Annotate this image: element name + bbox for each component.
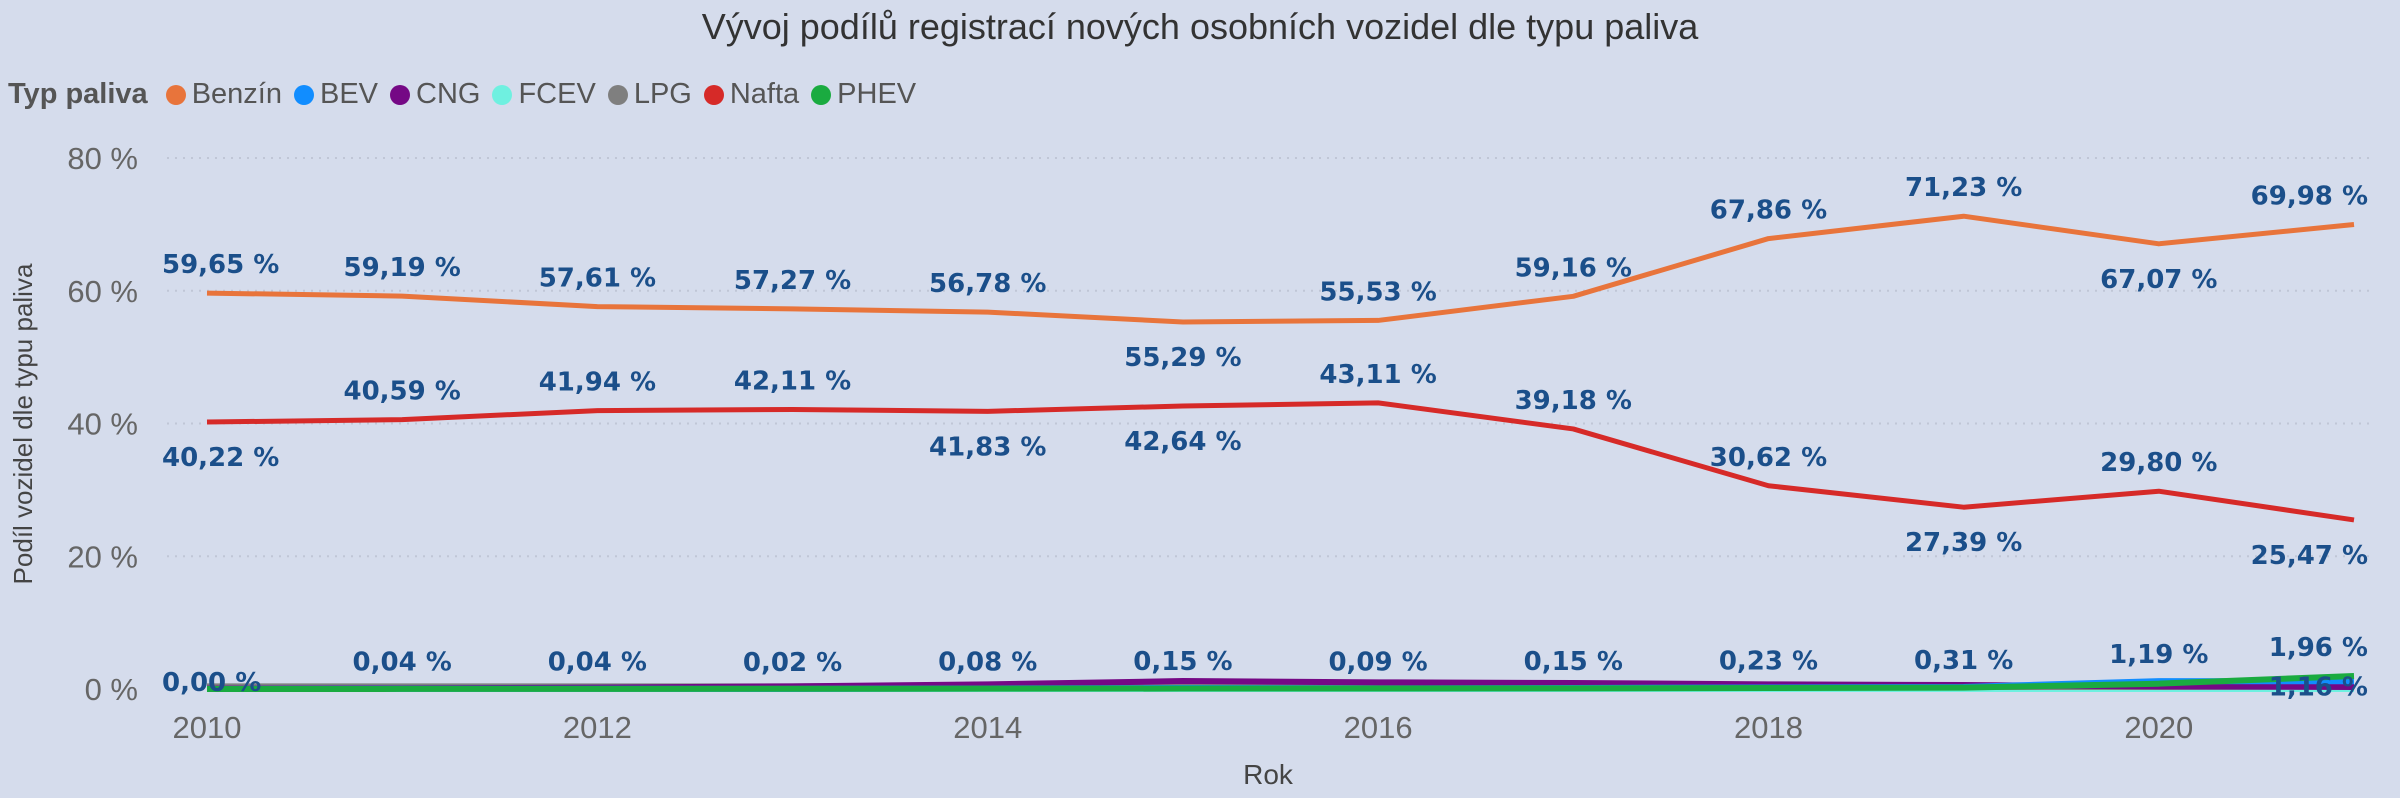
data-label: 43,11 % [1319,360,1436,390]
data-label: 41,94 % [539,368,656,398]
data-label: 1,96 % [2269,633,2368,663]
legend-item[interactable]: PHEV [811,78,916,111]
data-label: 30,62 % [1710,443,1827,473]
data-label: 42,64 % [1124,427,1241,457]
legend-label: CNG [416,78,481,110]
legend-dot-icon [492,84,513,105]
legend-item[interactable]: LPG [607,78,692,111]
legend-label: Nafta [729,78,800,110]
data-label: 0,04 % [548,648,647,678]
data-label: 0,15 % [1133,647,1232,677]
data-label: 29,80 % [2100,448,2217,478]
chart-title: Vývoj podílů registrací nových osobních … [701,6,1699,47]
data-label: 27,39 % [1905,528,2022,558]
y-axis-title: Podíl vozidel dle typu paliva [8,263,38,584]
x-tick-label: 2012 [563,710,632,745]
y-tick-label: 20 % [67,539,138,574]
y-tick-label: 0 % [85,672,138,707]
data-label: 0,08 % [938,647,1037,677]
legend: Typ paliva Benzín BEV CNG FCEV LPG Nafta PHEV [8,78,928,111]
legend-label: LPG [633,78,692,110]
x-tick-label: 2020 [2124,710,2193,745]
legend-item[interactable]: BEV [293,78,379,111]
x-tick-label: 2018 [1734,710,1803,745]
data-label: 59,16 % [1515,253,1632,283]
x-tick-label: 2014 [953,710,1022,745]
data-label: 42,11 % [734,366,851,396]
x-tick-label: 2016 [1344,710,1413,745]
data-label: 56,78 % [929,269,1046,299]
legend-item[interactable]: Nafta [703,78,800,111]
y-tick-label: 60 % [67,274,138,309]
x-axis-title: Rok [1243,759,1294,790]
legend-item[interactable]: FCEV [492,78,596,111]
data-label: 0,31 % [1914,646,2013,676]
data-label: 55,29 % [1124,343,1241,373]
data-label: 0,09 % [1328,647,1427,677]
data-label: 0,02 % [743,648,842,678]
data-label: 57,27 % [734,266,851,296]
legend-dot-icon [165,84,186,105]
legend-item[interactable]: CNG [390,78,480,111]
data-label: 71,23 % [1905,173,2022,203]
data-label: 1,19 % [2109,640,2208,670]
series-line-benzín [206,213,2355,325]
legend-dot-icon [293,84,314,105]
legend-label: BEV [319,78,379,110]
data-label: 39,18 % [1515,386,1632,416]
series-line-phev [206,672,2355,692]
data-label: 57,61 % [539,264,656,294]
legend-dot-icon [390,84,411,105]
legend-dot-icon [811,84,832,105]
x-tick-label: 2010 [173,710,242,745]
data-label: 41,83 % [929,432,1046,462]
legend-dot-icon [703,84,724,105]
legend-title: Typ paliva [8,78,148,110]
data-label: 67,07 % [2100,265,2217,295]
data-label: 55,53 % [1319,277,1436,307]
data-label: 40,59 % [344,377,461,407]
legend-label: FCEV [518,78,596,110]
data-label: 1,16 % [2269,672,2368,702]
series-line-nafta [206,400,2355,523]
data-label: 0,04 % [353,648,452,678]
legend-dot-icon [607,84,628,105]
legend-item[interactable]: Benzín [165,78,282,111]
data-label: 25,47 % [2251,541,2368,571]
data-label: 67,86 % [1710,196,1827,226]
data-label: 0,23 % [1719,646,1818,676]
data-label: 40,22 % [162,443,279,473]
data-label: 59,19 % [344,253,461,283]
legend-label: PHEV [837,78,917,110]
data-label: 0,00 % [162,668,261,698]
data-label: 59,65 % [162,250,279,280]
data-label: 0,15 % [1524,647,1623,677]
y-tick-label: 40 % [67,407,138,442]
y-tick-label: 80 % [67,141,138,176]
legend-label: Benzín [191,78,282,110]
data-label: 69,98 % [2251,182,2368,212]
